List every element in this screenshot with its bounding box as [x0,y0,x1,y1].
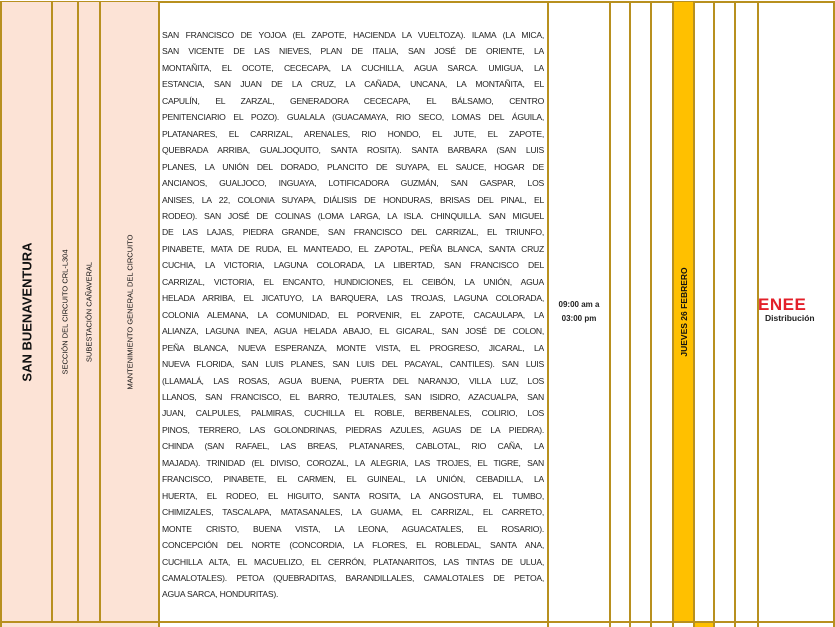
affected-areas-line: MONTAÑITA, EL OCOTE, CECECAPA, LA CUCHIL… [162,62,544,73]
affected-areas-line: CAMALOTALES). PETOA (QUEBRADITAS, BARAND… [162,572,544,583]
affected-areas-line: QUEBRADA ARRIBA, GUALJOQUITO, SANTA ROSI… [162,145,544,156]
circuit-section-label: SECCIÓN DEL CIRCUITO CRL-L304 [60,249,70,375]
affected-areas-line: CHIMIZALES, TASCALAPA, MATASANALES, LA G… [162,507,544,518]
affected-areas-line: HUERTA, EL RODEO, EL HIGUITO, SANTA ROSI… [162,490,544,501]
empty-cell [693,2,713,622]
empty-cell [734,2,757,622]
circuit-section-cell: SECCIÓN DEL CIRCUITO CRL-L304 [51,2,77,622]
affected-areas-line: PLATANARES, EL CARRIZAL, ARENALES, RIO H… [162,128,544,139]
affected-areas-line: CHINDA (SAN RAFAEL, LAS BREAS, PLATANARE… [162,441,544,452]
municipality-cell: SAN BUENAVENTURA [0,2,51,622]
table-top-border [0,1,835,3]
next-row-cell [734,623,757,627]
logo-subtitle: Distribución [765,313,815,323]
time-start: 09:00 am a [558,300,600,309]
logo-cell [757,2,834,622]
affected-areas-line: CAPULÍN, EL ZARZAL, GENERADORA CECECAPA,… [162,95,544,106]
next-row-cell [0,623,158,627]
affected-areas-line: PLANES, LA UNIÓN DEL DORADO, PLANCITO DE… [162,161,544,172]
time-end: 03:00 pm [561,314,597,323]
next-row-cell [713,623,734,627]
affected-areas-line: COLONIA ALEMANA, LA COMUNIDAD, EL PORVEN… [162,309,544,320]
affected-areas-line: PINABETE, MATA DE RUDA, EL MANTEADO, EL … [162,243,544,254]
affected-areas-line: PINOS, TERRERO, LAS GOLONDRINAS, PIEDRAS… [162,424,544,435]
affected-areas-line: AGUA SARCA, HONDURITAS). [162,589,279,600]
affected-areas-line: ESTANCIA, SAN JUAN DE LA CRUZ, LA CAÑADA… [162,79,544,90]
affected-areas-line: ANISES, LA 22, COLONIA SUYAPA, DIÁLISIS … [162,194,544,205]
affected-areas-line: HELADA ARRIBA, EL JICATUYO, LA BARQUERA,… [162,293,544,304]
affected-areas-line: ANCIANOS, GUALJOCO, INGUAYA, LOTIFICADOR… [162,178,544,189]
affected-areas-line: CUCHIA, LA VICTORIA, LAGUNA COLORADA, LA… [162,260,544,271]
affected-areas-line: CARRIZAL, VICTORIA, EL ENCANTO, HUNDICIO… [162,276,544,287]
next-row-cell [757,623,834,627]
logo-brand: ENEE [758,295,807,314]
empty-cell [609,2,629,622]
affected-areas-line: SAN VICENTE DE LAS NIEVES, PLAN DE ITALI… [162,46,544,57]
table-bottom-border [0,621,835,623]
next-row-cell [672,623,693,627]
next-row-cell [547,623,609,627]
table-right-border [833,1,835,627]
affected-areas-cell [158,2,547,622]
affected-areas-line: MONTE CRISTO, BUENA VISTA, LA LEONA, AGU… [162,523,544,534]
date-label: JUEVES 26 FEBRERO [678,267,689,357]
time-range: 09:00 am a 03:00 pm [549,298,609,326]
next-row-cell [650,623,672,627]
affected-areas-line: PENITENCIARIO EL POZO). GUALALA (GUACAMA… [162,112,544,123]
empty-cell [650,2,672,622]
affected-areas-line: DE LAS LAJAS, PIEDRA GRANDE, SAN FRANCIS… [162,227,544,238]
affected-areas-line: JUAN, CALPULES, PALMIRAS, CUCHILLA EL RO… [162,408,544,419]
affected-areas-line: PEÑA BLANCA, NUEVA ESPERANZA, MONTE VIST… [162,342,544,353]
affected-areas-line: NUEVA FLORIDA, SAN LUIS PLANES, SAN LUIS… [162,359,544,370]
affected-areas-line: CUCHILLA ALTA, EL MACUELIZO, EL CERRÓN, … [162,556,544,567]
affected-areas-line: ALIANZA, LAGUNA INEA, AGUA HELADA ABAJO,… [162,326,544,337]
work-cell: MANTENIMIENTO GENERAL DEL CIRCUITO [99,2,158,622]
next-row-cell [158,623,547,627]
affected-areas-line: (LLAMALÁ, LAS ROSAS, AGUA BUENA, PUERTA … [162,375,544,386]
substation-label: SUBESTACIÓN CAÑAVERAL [84,261,94,363]
affected-areas-text: SAN FRANCISCO DE YOJOA (EL ZAPOTE, HACIE… [162,27,544,603]
affected-areas-line: LLANOS, SAN FRANCISCO, EL BARRO, TEJUTAL… [162,391,544,402]
affected-areas-line: CONCEPCIÓN DEL NORTE (CONCORDIA, LA FLOR… [162,540,544,551]
time-cell [547,2,609,622]
next-row-cell [609,623,629,627]
enee-logo: ENEE Distribución [758,295,834,324]
affected-areas-line: FRANCISCO, PINABETE, EL CARMEN, EL GUINE… [162,474,544,485]
date-cell: JUEVES 26 FEBRERO [672,2,693,622]
affected-areas-line: SAN FRANCISCO DE YOJOA (EL ZAPOTE, HACIE… [162,30,544,40]
empty-cell [713,2,734,622]
next-row-date-cell [693,623,713,627]
municipality-label: SAN BUENAVENTURA [19,242,34,382]
affected-areas-line: RODEO). SAN JOSÉ DE COLINAS (LOMA LARGA,… [162,210,544,221]
next-row-cell [629,623,650,627]
empty-cell [629,2,650,622]
substation-cell: SUBESTACIÓN CAÑAVERAL [77,2,99,622]
work-label: MANTENIMIENTO GENERAL DEL CIRCUITO [125,234,134,390]
affected-areas-line: MAJADA). TRINIDAD (EL DIVISO, COROZAL, L… [162,457,544,468]
